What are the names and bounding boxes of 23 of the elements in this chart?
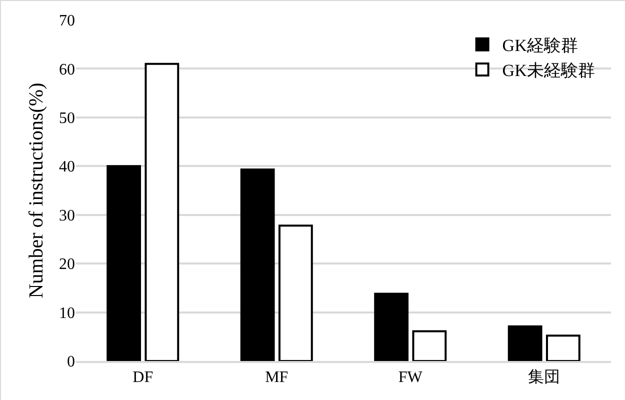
bar xyxy=(412,330,447,361)
y-tick-label: 0 xyxy=(67,354,75,371)
y-axis-title: Number of instructions(%) xyxy=(26,82,48,298)
bar xyxy=(546,334,580,361)
bar xyxy=(508,325,542,361)
y-tick-label: 60 xyxy=(59,61,75,78)
bar xyxy=(240,168,275,361)
legend-label: GK未経験群 xyxy=(502,61,595,80)
x-tick-label: DF xyxy=(132,369,154,386)
legend-label: GK経験群 xyxy=(502,36,578,55)
bar xyxy=(278,224,313,361)
x-tick-label: FW xyxy=(398,369,424,386)
bar xyxy=(106,165,142,361)
y-tick-label: 50 xyxy=(59,110,75,128)
y-tick-label: 20 xyxy=(59,256,75,274)
bar xyxy=(144,62,180,361)
y-tick-label: 40 xyxy=(59,158,75,176)
x-tick-label: 集団 xyxy=(528,369,560,386)
y-tick-label: 70 xyxy=(59,12,75,30)
x-tick-label: MF xyxy=(265,369,288,386)
bar xyxy=(374,292,409,361)
y-tick-label: 30 xyxy=(59,207,75,224)
y-tick-label: 10 xyxy=(59,304,75,322)
